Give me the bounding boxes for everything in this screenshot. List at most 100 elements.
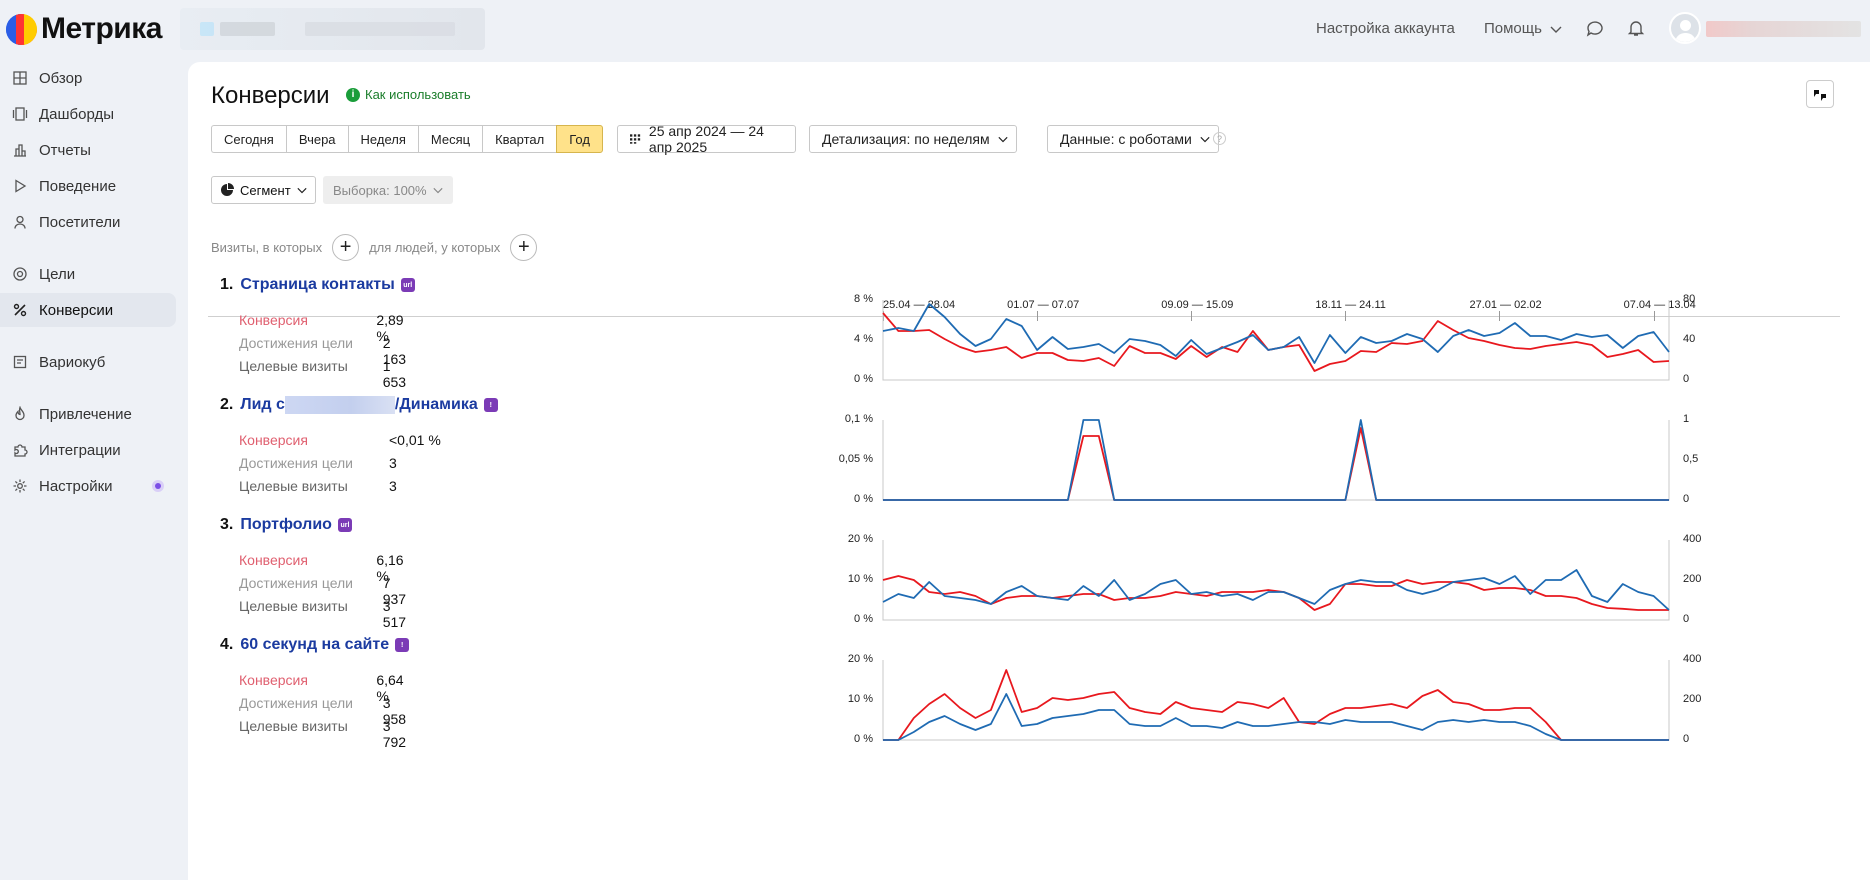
y-right-tick-label: 0 xyxy=(1683,493,1690,505)
date-range-picker[interactable]: 25 апр 2024 — 24 апр 2025 xyxy=(617,123,796,155)
timeline-tick xyxy=(1653,311,1655,321)
sidebar-item-behavior[interactable]: Поведение xyxy=(0,169,176,203)
y-left-tick-label: 4 % xyxy=(854,333,873,345)
stat-achievements: Достижения цели 3 xyxy=(239,455,441,478)
stat-visits: Целевые визиты 3 xyxy=(239,478,441,501)
goal-title: 2. Лид с/Динамика! xyxy=(220,396,498,414)
goal-chart: 8 % 4 % 0 % 80 40 0 xyxy=(828,288,1728,385)
goal-link[interactable]: Лид с/Динамика xyxy=(240,396,478,414)
stat-value: <0,01 % xyxy=(389,432,441,448)
avatar[interactable] xyxy=(1669,12,1701,44)
sidebar-item-dashboards[interactable]: Дашборды xyxy=(0,97,176,131)
stat-label: Конверсия xyxy=(239,432,308,448)
sidebar-item-overview[interactable]: Обзор xyxy=(0,61,176,95)
sidebar-item-label: Поведение xyxy=(39,177,117,195)
chevron-down-icon xyxy=(1550,26,1562,33)
sidebar-item-conversions[interactable]: Конверсии xyxy=(0,293,176,327)
period-button[interactable]: Год xyxy=(556,125,603,153)
stat-value: 3 792 xyxy=(382,718,407,750)
segment-label: Сегмент xyxy=(240,182,291,198)
stat-value: 3 958 xyxy=(382,695,407,727)
detail-dropdown[interactable]: Детализация: по неделям xyxy=(809,125,1017,153)
y-right-tick-label: 0,5 xyxy=(1683,453,1699,465)
goal-stats: Конверсия 2,89 % Достижения цели 2 163 Целев… xyxy=(239,312,416,390)
goal-number: 1. xyxy=(220,276,234,293)
sidebar-item-integrations[interactable]: Интеграции xyxy=(0,433,176,467)
stat-visits: Целевые визиты 3 792 xyxy=(239,718,416,750)
period-button[interactable]: Сегодня xyxy=(211,125,286,153)
user-name[interactable] xyxy=(1706,21,1861,37)
counter-selector[interactable] xyxy=(180,8,485,50)
howto-link[interactable]: i Как использовать xyxy=(346,87,471,102)
help-icon[interactable]: ? xyxy=(1213,132,1226,145)
timeline-label: 01.07 — 07.07 xyxy=(1007,299,1080,311)
stat-label: Целевые визиты xyxy=(239,358,348,374)
goal-link[interactable]: Страница контакты xyxy=(240,276,394,294)
help-menu[interactable]: Помощь xyxy=(1484,20,1562,37)
grid-icon xyxy=(13,71,27,85)
chat-icon[interactable] xyxy=(1585,18,1605,38)
timeline-axis xyxy=(208,316,1840,317)
sidebar-item-reports[interactable]: Отчеты xyxy=(0,133,176,167)
sidebar-item-settings[interactable]: Настройки xyxy=(0,469,176,503)
line-chart xyxy=(882,660,1670,741)
metrika-logo[interactable]: Метрика xyxy=(6,12,162,46)
goal-link[interactable]: Портфолио xyxy=(240,516,332,534)
gear-icon xyxy=(13,479,27,493)
account-settings-link[interactable]: Настройка аккаунта xyxy=(1316,20,1455,37)
visits-series-line xyxy=(883,693,1669,741)
stat-label: Целевые визиты xyxy=(239,718,348,734)
y-left-tick-label: 0 % xyxy=(854,373,873,385)
timeline-tick xyxy=(1499,311,1501,321)
target-icon xyxy=(13,267,27,281)
y-right-tick-label: 400 xyxy=(1683,653,1702,665)
period-button[interactable]: Квартал xyxy=(482,125,557,153)
visits-series-line xyxy=(883,419,1669,501)
data-mode-label: Данные: с роботами xyxy=(1060,131,1192,147)
y-left-tick-label: 8 % xyxy=(854,293,873,305)
goal-title: 3. Портфолио url xyxy=(220,516,352,534)
y-left-tick-label: 20 % xyxy=(847,653,873,665)
sidebar-item-acquisition[interactable]: Привлечение xyxy=(0,397,176,431)
help-label: Помощь xyxy=(1484,20,1542,37)
goal-type-badge: ! xyxy=(395,638,410,652)
timeline-tick xyxy=(1191,311,1193,321)
sidebar-item-goals[interactable]: Цели xyxy=(0,257,176,291)
sidebar-item-variocube[interactable]: Вариокуб xyxy=(0,345,176,379)
goal-title: 4. 60 секунд на сайте! xyxy=(220,636,410,654)
timeline-tick xyxy=(1037,311,1039,321)
sample-dropdown[interactable]: Выборка: 100% xyxy=(323,176,453,204)
period-button[interactable]: Вчера xyxy=(285,125,348,153)
howto-label: Как использовать xyxy=(365,87,471,102)
goal-stats: Конверсия <0,01 % Достижения цели 3 Целевые … xyxy=(239,432,441,501)
y-left-tick-label: 0 % xyxy=(854,493,873,505)
goal-link-text: 60 секунд на сайте xyxy=(240,636,390,653)
period-button[interactable]: Неделя xyxy=(347,125,418,153)
add-people-filter-button[interactable]: + xyxy=(510,234,538,261)
stat-achievements: Достижения цели 7 937 xyxy=(239,575,416,607)
compare-toggle-button[interactable] xyxy=(1806,80,1834,108)
y-right-tick-label: 0 xyxy=(1683,613,1690,625)
goal-chart: 20 % 10 % 0 % 400 200 0 xyxy=(828,528,1728,625)
page-title: Конверсии xyxy=(211,82,330,109)
data-mode-dropdown[interactable]: Данные: с роботами xyxy=(1047,125,1219,153)
visits-series-line xyxy=(882,569,1670,611)
y-left-tick-label: 10 % xyxy=(847,693,873,705)
sidebar-item-visitors[interactable]: Посетители xyxy=(0,205,176,239)
bell-icon[interactable] xyxy=(1626,18,1646,38)
goal-link-text: Лид с xyxy=(240,396,285,413)
stat-conversion: Конверсия 6,16 % xyxy=(239,552,416,584)
chevron-down-icon xyxy=(1200,136,1210,143)
segment-button[interactable]: Сегмент xyxy=(211,176,316,204)
period-button[interactable]: Месяц xyxy=(417,125,483,153)
variocube-icon xyxy=(13,355,27,369)
add-visit-filter-button[interactable]: + xyxy=(332,234,360,261)
metrika-logo-icon xyxy=(6,13,37,45)
person-icon xyxy=(14,215,26,229)
timeline-label: 09.09 — 15.09 xyxy=(1161,299,1234,311)
goal-link[interactable]: 60 секунд на сайте xyxy=(240,636,389,654)
stat-label: Целевые визиты xyxy=(239,478,348,494)
percent-icon xyxy=(13,303,27,317)
quote-icon xyxy=(1814,90,1826,101)
line-chart xyxy=(882,300,1670,381)
